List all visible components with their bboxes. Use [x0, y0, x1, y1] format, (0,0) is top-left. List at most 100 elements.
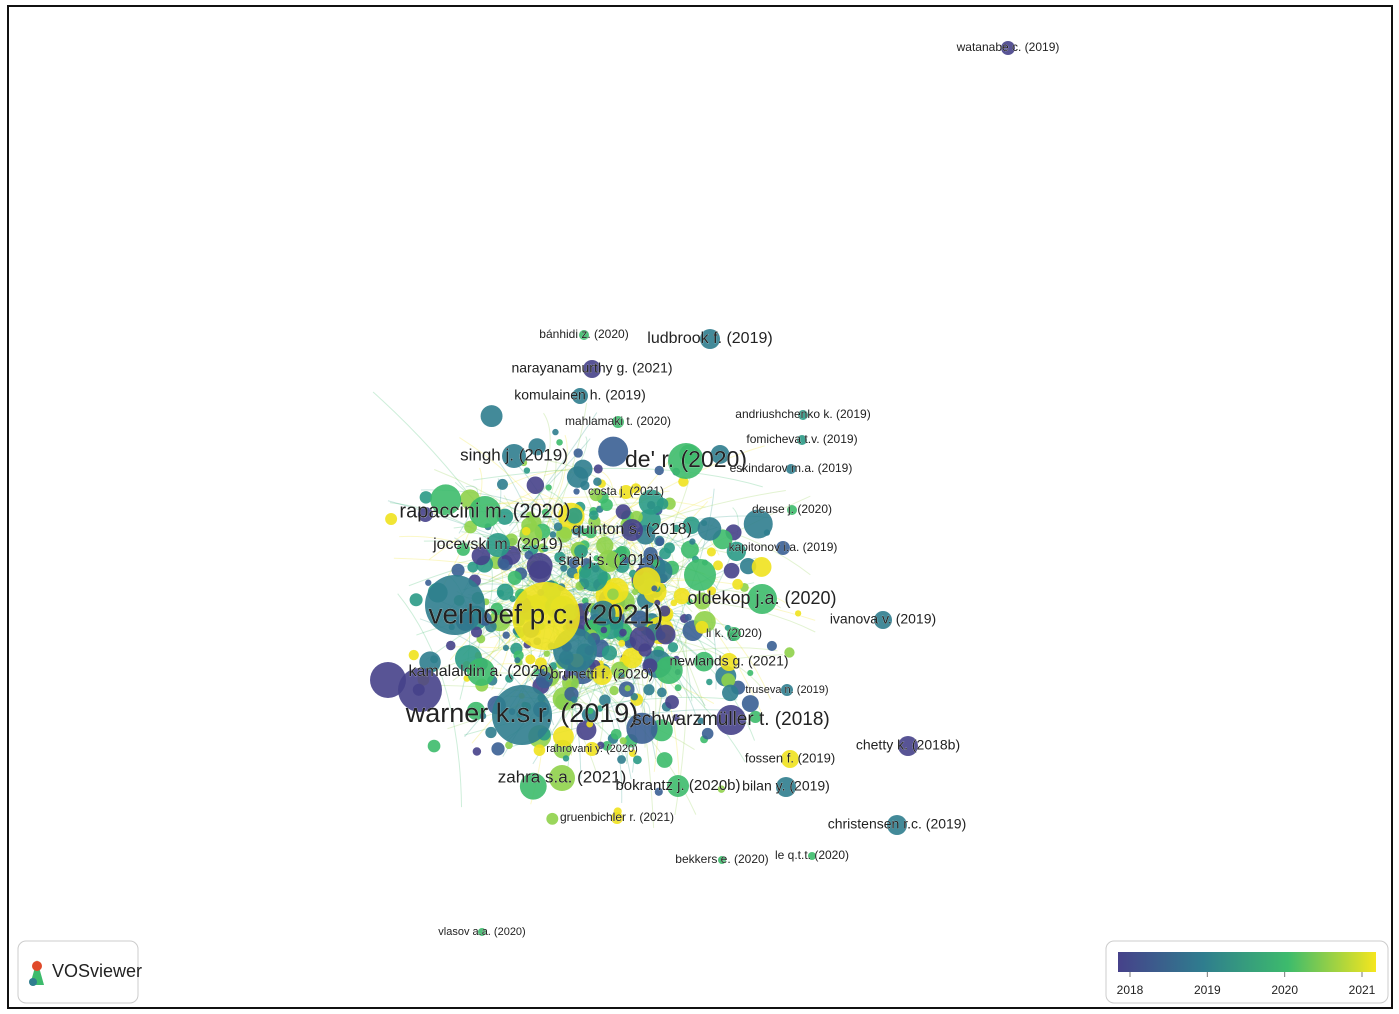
node-label: narayanamurthy g. (2021)	[511, 360, 672, 376]
node	[425, 575, 485, 635]
legend: 2018 2019 2020 2021	[1105, 940, 1389, 1004]
legend-tick-label: 2018	[1117, 983, 1144, 997]
node	[596, 741, 605, 750]
node	[794, 610, 802, 617]
node	[693, 592, 711, 610]
node	[370, 662, 406, 698]
node	[600, 626, 608, 634]
node-label: mahlamaki t. (2020)	[565, 414, 671, 428]
node	[560, 564, 568, 572]
edge	[574, 686, 604, 754]
labeled-node	[668, 443, 704, 479]
node	[408, 649, 419, 661]
labeled-node	[798, 410, 808, 420]
node	[467, 561, 479, 573]
node	[427, 739, 441, 753]
node	[749, 710, 762, 724]
node	[655, 656, 683, 685]
node	[638, 489, 664, 515]
logo-icon-dot	[29, 978, 37, 986]
node	[697, 717, 705, 725]
node	[706, 547, 716, 557]
node	[543, 650, 551, 657]
edge	[552, 519, 716, 731]
labeled-node	[747, 584, 777, 614]
node	[541, 508, 550, 517]
labeled-node	[776, 541, 790, 555]
node	[525, 654, 536, 665]
labeled-node	[727, 627, 741, 641]
node	[552, 726, 574, 748]
edge	[589, 527, 612, 551]
node-label: rahrovani y. (2020)	[546, 743, 638, 755]
node-label: le q.t.t. (2020)	[775, 848, 849, 862]
node	[584, 526, 597, 539]
node	[706, 678, 713, 686]
node-label: li k. (2020)	[706, 626, 762, 640]
node	[697, 517, 722, 541]
node	[655, 537, 665, 546]
legend-tick-label: 2019	[1194, 983, 1221, 997]
logo-icon-dot	[32, 961, 42, 971]
labeled-node	[720, 653, 738, 671]
edge	[536, 491, 665, 632]
node	[680, 540, 699, 559]
node	[590, 600, 616, 626]
edge	[464, 670, 514, 738]
edge	[527, 434, 568, 565]
node-label: kapitonov i.a. (2019)	[729, 540, 838, 554]
node	[707, 586, 717, 596]
node	[631, 610, 649, 628]
edge	[509, 438, 591, 527]
node	[499, 558, 510, 569]
labeled-node	[808, 852, 816, 860]
node	[514, 657, 521, 664]
node-label: verhoef p.c. (2021)	[428, 598, 663, 629]
node	[654, 465, 664, 476]
node	[642, 658, 658, 674]
node-label: chetty k. (2018b)	[856, 737, 960, 753]
node	[684, 613, 692, 621]
logo[interactable]: VOSviewer	[17, 940, 142, 1004]
node-label: jocevski m. (2019)	[432, 536, 563, 553]
node-label: vlasov a.a. (2020)	[438, 926, 525, 938]
node-label: deuse j. (2020)	[752, 502, 832, 516]
node	[581, 528, 589, 537]
node	[672, 714, 680, 722]
node	[505, 741, 513, 750]
node	[665, 695, 679, 709]
node	[502, 644, 510, 651]
node	[618, 672, 625, 679]
node	[587, 707, 594, 714]
node-label: brunetti f. (2020)	[551, 666, 654, 682]
node-label: kamalaldin a. (2020)	[409, 663, 554, 680]
node	[497, 589, 505, 597]
node-label: srai j.s. (2019)	[558, 552, 659, 569]
labeled-node	[781, 684, 793, 696]
node	[655, 624, 676, 645]
labeled-node	[716, 705, 746, 735]
node-label: warner k.s.r. (2019)	[405, 698, 639, 728]
logo-box[interactable]	[17, 940, 139, 1004]
node	[521, 544, 529, 552]
node	[568, 557, 580, 569]
labeled-node	[797, 435, 807, 445]
node-label: komulainen h. (2019)	[514, 387, 646, 403]
node	[464, 520, 477, 534]
node	[610, 728, 622, 740]
node-label: truseva n. (2019)	[745, 684, 828, 696]
node-label: gruenbichler r. (2021)	[560, 810, 674, 824]
node	[419, 491, 433, 504]
node	[593, 464, 603, 474]
node-label: costa j. (2021)	[588, 484, 664, 498]
node	[573, 573, 581, 580]
node	[741, 695, 759, 713]
labeled-node	[469, 496, 501, 528]
node	[629, 626, 655, 652]
node	[654, 599, 661, 606]
node	[602, 740, 612, 751]
node	[533, 744, 546, 756]
node	[573, 459, 593, 479]
node	[684, 559, 716, 591]
node	[552, 428, 559, 436]
